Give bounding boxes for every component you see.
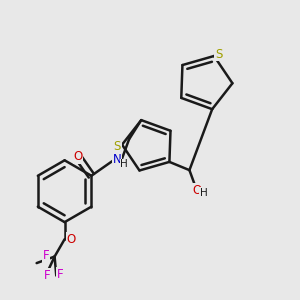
Text: O: O	[192, 184, 202, 197]
Text: S: S	[114, 140, 121, 153]
Text: F: F	[43, 249, 50, 262]
Text: S: S	[215, 48, 222, 61]
Text: H: H	[200, 188, 208, 198]
Text: F: F	[57, 268, 64, 281]
Text: N: N	[112, 153, 121, 166]
Text: O: O	[74, 150, 83, 163]
Text: F: F	[44, 269, 50, 282]
Text: H: H	[120, 159, 128, 170]
Text: O: O	[67, 233, 76, 246]
